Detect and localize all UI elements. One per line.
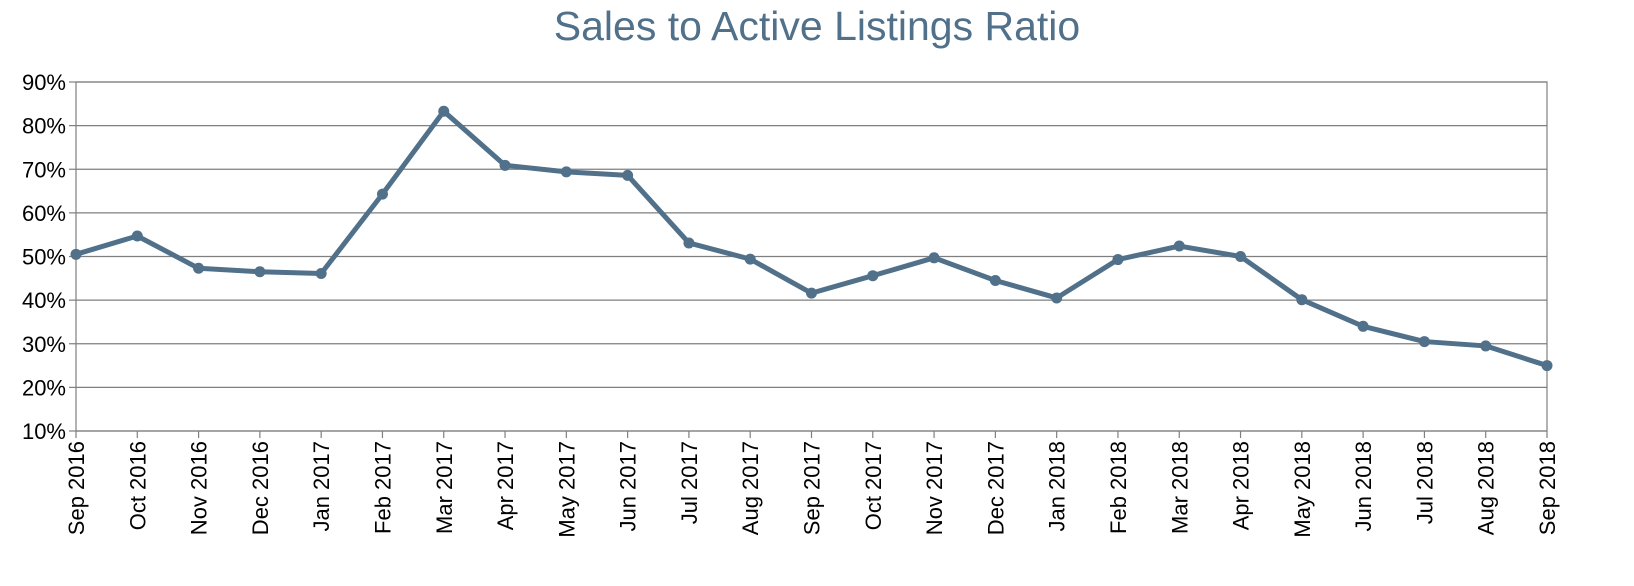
data-point (683, 237, 695, 249)
data-point (560, 166, 572, 178)
y-tick-label: 30% (22, 332, 66, 357)
y-tick-label: 40% (22, 288, 66, 313)
data-point (1235, 251, 1247, 262)
data-point (989, 274, 1001, 286)
data-point (928, 252, 940, 264)
data-point (622, 169, 634, 181)
x-tick-label: Jun 2017 (616, 441, 641, 532)
data-point (867, 270, 879, 282)
data-point (1418, 336, 1430, 348)
data-point (193, 262, 205, 274)
data-point (1357, 320, 1369, 332)
x-tick-label: Aug 2018 (1474, 441, 1499, 535)
x-tick-label: Mar 2017 (432, 441, 457, 534)
y-tick-label: 90% (22, 70, 66, 95)
data-point (499, 159, 511, 171)
x-tick-label: Sep 2018 (1535, 441, 1560, 535)
data-point (376, 188, 388, 200)
x-tick-label: May 2018 (1290, 441, 1315, 538)
data-point (1112, 254, 1124, 266)
x-tick-label: Dec 2016 (248, 441, 273, 535)
x-tick-label: Mar 2018 (1167, 441, 1192, 534)
y-tick-label: 20% (22, 375, 66, 400)
x-tick-label: Jul 2018 (1412, 441, 1437, 524)
x-tick-label: Nov 2016 (187, 441, 212, 535)
data-point (1173, 240, 1185, 252)
y-tick-label: 60% (22, 201, 66, 226)
x-tick-label: Jan 2017 (309, 441, 334, 532)
data-point (1541, 360, 1553, 372)
x-tick-label: Dec 2017 (983, 441, 1008, 535)
data-point (1051, 292, 1063, 304)
y-tick-label: 10% (22, 419, 66, 444)
data-point (1296, 294, 1308, 306)
data-series (70, 105, 1553, 372)
x-tick-label: Feb 2017 (370, 441, 395, 534)
chart-title: Sales to Active Listings Ratio (553, 3, 1081, 49)
data-point (438, 105, 450, 117)
data-point (1480, 340, 1492, 352)
x-tick-label: Jan 2018 (1045, 441, 1070, 532)
data-point (70, 248, 82, 260)
x-tick-label: Sep 2017 (800, 441, 825, 535)
x-axis-ticks: Sep 2016 Oct 2016 Nov 2016 Dec 2016 Jan 2017… (64, 431, 1560, 538)
y-tick-label: 80% (22, 114, 66, 139)
y-axis-ticks: 10% 20% 30% 40% 50% 60% 70% 80% 90% (22, 70, 76, 444)
data-point (744, 253, 756, 265)
x-tick-label: Aug 2017 (738, 441, 763, 535)
data-point (806, 287, 817, 299)
series-line (73, 108, 1550, 369)
data-point (254, 266, 266, 278)
x-tick-label: Apr 2018 (1229, 441, 1254, 530)
x-tick-label: Jun 2018 (1351, 441, 1376, 532)
y-tick-label: 50% (22, 245, 66, 270)
y-tick-label: 70% (22, 157, 66, 182)
x-tick-label: May 2017 (554, 441, 579, 538)
x-tick-label: Nov 2017 (922, 441, 947, 535)
x-tick-label: Apr 2017 (493, 441, 518, 530)
data-point (315, 268, 327, 280)
data-point (131, 230, 143, 242)
x-tick-label: Oct 2017 (861, 441, 886, 530)
x-tick-label: Oct 2016 (125, 441, 150, 530)
x-tick-label: Jul 2017 (677, 441, 702, 524)
grid-lines (76, 81, 1547, 432)
x-tick-label: Sep 2016 (64, 441, 89, 535)
x-tick-label: Feb 2018 (1106, 441, 1131, 534)
